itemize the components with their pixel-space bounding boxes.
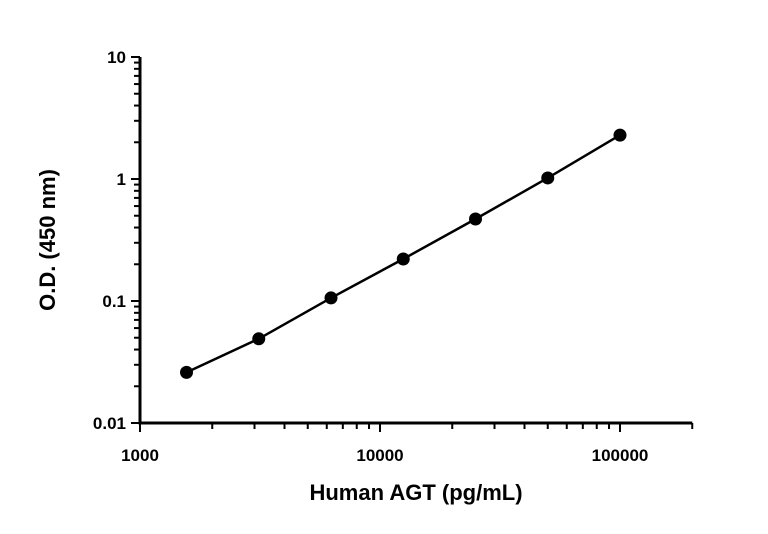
y-axis-title: O.D. (450 nm) bbox=[35, 169, 60, 311]
data-point bbox=[324, 291, 338, 305]
data-point bbox=[252, 332, 266, 346]
x-tick-label: 1000 bbox=[121, 446, 159, 465]
data-point bbox=[613, 128, 627, 142]
data-point bbox=[180, 365, 194, 379]
x-tick-label: 10000 bbox=[356, 446, 403, 465]
y-tick-label: 0.01 bbox=[93, 414, 126, 433]
x-tick-label: 100000 bbox=[592, 446, 649, 465]
data-point bbox=[396, 252, 410, 266]
data-marks bbox=[180, 128, 627, 379]
y-tick-label: 10 bbox=[107, 48, 126, 67]
y-tick-label: 1 bbox=[117, 170, 126, 189]
axes bbox=[131, 56, 694, 432]
data-point bbox=[541, 171, 555, 185]
data-point bbox=[469, 212, 483, 226]
tick-labels: 0.01 0.1 1 10 1000 10000 100000 bbox=[93, 48, 648, 465]
x-axis-title: Human AGT (pg/mL) bbox=[309, 480, 522, 505]
y-tick-label: 0.1 bbox=[102, 292, 126, 311]
